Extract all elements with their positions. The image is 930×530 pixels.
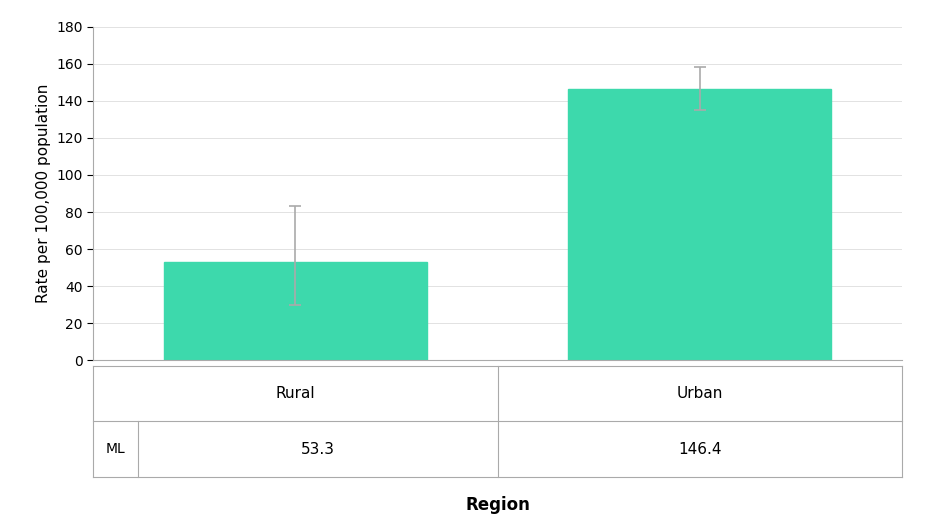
Y-axis label: Rate per 100,000 population: Rate per 100,000 population	[35, 84, 50, 303]
Text: Rural: Rural	[275, 386, 315, 401]
Text: 146.4: 146.4	[678, 441, 722, 457]
Text: ML: ML	[105, 442, 126, 456]
Bar	[568, 89, 831, 360]
Text: Region: Region	[465, 496, 530, 514]
Text: Urban: Urban	[677, 386, 723, 401]
Bar	[164, 261, 427, 360]
Text: 53.3: 53.3	[300, 441, 335, 457]
